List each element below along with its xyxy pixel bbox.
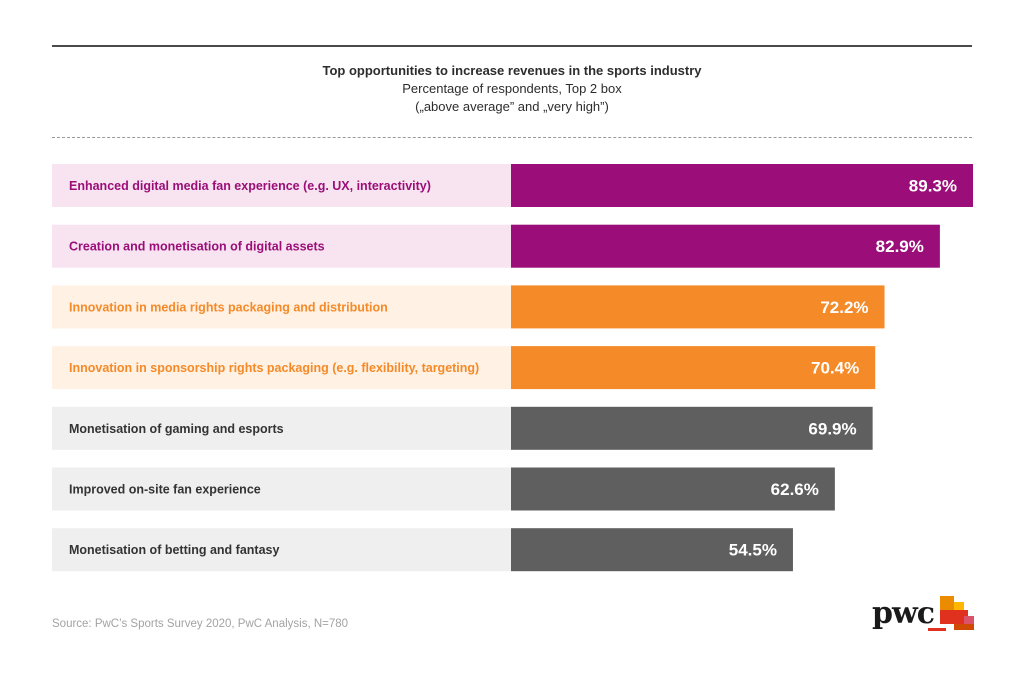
- bar: [511, 224, 940, 268]
- bar: [511, 285, 885, 329]
- top-divider: [52, 45, 972, 47]
- source-note: Source: PwC’s Sports Survey 2020, PwC An…: [52, 618, 349, 630]
- bar-value-label: 82.9%: [876, 237, 924, 256]
- logo-underline: [928, 628, 946, 631]
- dashed-divider: [52, 137, 972, 138]
- category-label: Improved on-site fan experience: [69, 483, 261, 497]
- category-label-bg: [52, 406, 511, 450]
- category-label-bg: [52, 285, 511, 329]
- bar-value-label: 54.5%: [729, 541, 777, 560]
- category-label-bg: [52, 164, 511, 207]
- chart-subtitle-line2: („above average” and „very high”): [415, 99, 609, 114]
- chart-title: Top opportunities to increase revenues i…: [322, 63, 702, 78]
- pwc-logo: pwc: [870, 594, 974, 636]
- category-label: Innovation in sponsorship rights packagi…: [69, 361, 479, 375]
- logo-block-2: [940, 610, 968, 624]
- category-label-bg: [52, 467, 511, 511]
- bar: [511, 346, 876, 390]
- category-label: Innovation in media rights packaging and…: [69, 300, 388, 314]
- category-label: Creation and monetisation of digital ass…: [69, 240, 325, 254]
- bar-value-label: 69.9%: [808, 419, 856, 438]
- bar-value-label: 62.6%: [771, 480, 819, 499]
- chart-subtitle-line1: Percentage of respondents, Top 2 box: [402, 81, 622, 96]
- bar-value-label: 70.4%: [811, 359, 859, 378]
- logo-block-4: [954, 624, 974, 630]
- logo-block-5: [964, 616, 974, 624]
- pwc-logo-text: pwc: [872, 596, 935, 631]
- category-label-bg: [52, 346, 511, 390]
- bar: [511, 528, 793, 572]
- chart-header: Top opportunities to increase revenues i…: [52, 62, 972, 116]
- category-label-bg: [52, 224, 511, 268]
- bar-value-label: 72.2%: [820, 298, 868, 317]
- category-label-bg: [52, 528, 511, 572]
- category-label: Enhanced digital media fan experience (e…: [69, 179, 431, 193]
- bar: [511, 406, 873, 450]
- pwc-logo-mark: [928, 596, 974, 631]
- logo-block-1: [940, 596, 954, 610]
- category-label: Monetisation of betting and fantasy: [69, 543, 279, 557]
- bar-value-label: 89.3%: [909, 177, 957, 196]
- category-label: Monetisation of gaming and esports: [69, 422, 284, 436]
- bar: [511, 164, 973, 207]
- bar: [511, 467, 835, 511]
- logo-block-3: [954, 602, 964, 610]
